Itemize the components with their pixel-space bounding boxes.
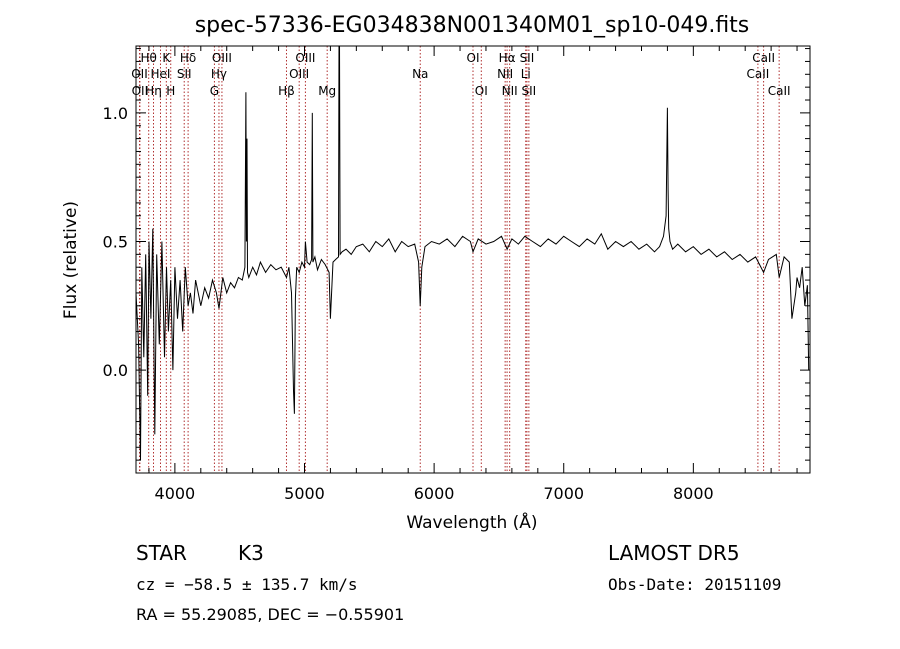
coordinates: RA = 55.29085, DEC = −0.55901 bbox=[136, 605, 404, 624]
obs-date: Obs-Date: 20151109 bbox=[608, 575, 781, 594]
y-tick-label: 1.0 bbox=[103, 104, 128, 123]
marker-label: OIII bbox=[295, 51, 315, 65]
marker-label: Hγ bbox=[211, 67, 227, 81]
redshift-line: cz = −58.5 ± 135.7 km/s bbox=[136, 575, 358, 594]
x-tick-label: 5000 bbox=[284, 484, 325, 503]
marker-label: CaII bbox=[768, 84, 791, 98]
marker-label: H bbox=[166, 84, 175, 98]
marker-label: OI bbox=[467, 51, 480, 65]
object-subclass: K3 bbox=[238, 541, 264, 565]
spectrum-line bbox=[136, 46, 810, 461]
marker-label: CaII bbox=[746, 67, 769, 81]
marker-label: HeI bbox=[151, 67, 171, 81]
marker-label: NII bbox=[497, 67, 513, 81]
marker-label: Li bbox=[521, 67, 531, 81]
marker-label: Hθ bbox=[141, 51, 157, 65]
marker-label: Mg bbox=[318, 84, 336, 98]
marker-label: SII bbox=[522, 84, 537, 98]
marker-label: Hα bbox=[499, 51, 516, 65]
y-axis-ticks: 0.0 0.5 1.0 bbox=[103, 48, 810, 461]
marker-label: OIII bbox=[212, 51, 232, 65]
marker-label: G bbox=[210, 84, 219, 98]
marker-label: NII bbox=[502, 84, 518, 98]
x-axis-label: Wavelength (Å) bbox=[406, 511, 537, 533]
marker-label: CaII bbox=[752, 51, 775, 65]
y-tick-label: 0.5 bbox=[103, 232, 128, 251]
x-tick-label: 4000 bbox=[155, 484, 196, 503]
plot-frame bbox=[135, 45, 811, 474]
marker-label: SII bbox=[520, 51, 535, 65]
chart-title: spec-57336-EG034838N001340M01_sp10-049.f… bbox=[195, 13, 750, 38]
marker-label: OIII bbox=[289, 67, 309, 81]
marker-label: Hβ bbox=[278, 84, 295, 98]
x-axis-ticks: 4000 5000 6000 7000 8000 bbox=[148, 46, 798, 503]
y-axis-label: Flux (relative) bbox=[61, 201, 81, 319]
marker-label: SII bbox=[177, 67, 192, 81]
survey-name: LAMOST DR5 bbox=[608, 541, 740, 565]
x-tick-label: 8000 bbox=[673, 484, 714, 503]
x-tick-label: 7000 bbox=[543, 484, 584, 503]
marker-label: Hδ bbox=[180, 51, 196, 65]
marker-label: OI bbox=[475, 84, 488, 98]
marker-label: Na bbox=[412, 67, 428, 81]
marker-label: Hη bbox=[145, 84, 162, 98]
emission-line-markers bbox=[138, 46, 780, 473]
plot-area bbox=[136, 46, 810, 461]
marker-label: K bbox=[162, 51, 171, 65]
object-class: STAR bbox=[136, 541, 187, 565]
x-tick-label: 6000 bbox=[414, 484, 455, 503]
y-tick-label: 0.0 bbox=[103, 361, 128, 380]
